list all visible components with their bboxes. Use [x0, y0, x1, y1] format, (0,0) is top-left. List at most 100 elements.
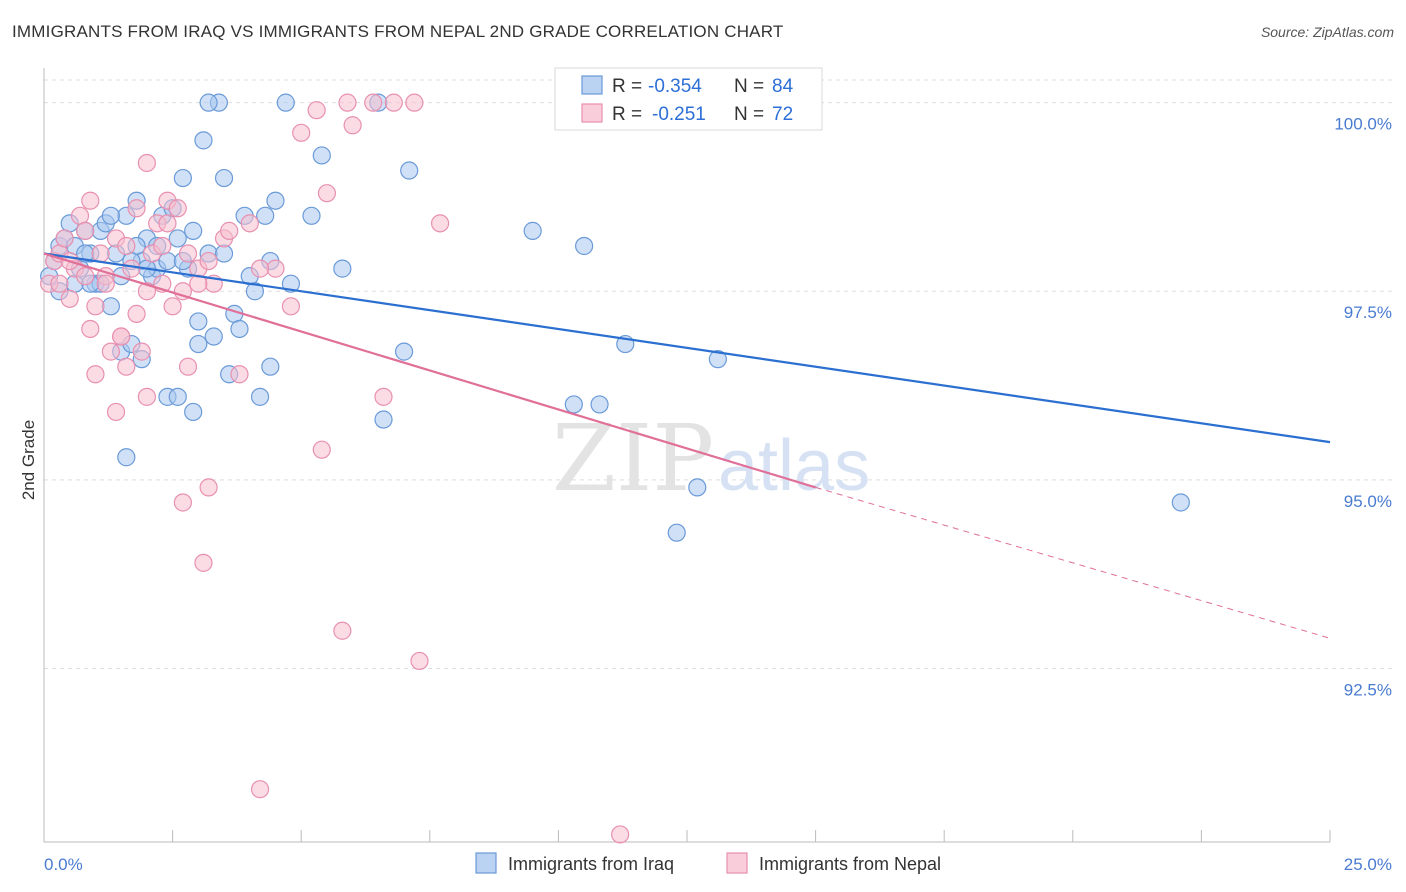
nepal-point — [86, 365, 105, 384]
iraq-point — [158, 251, 177, 271]
nepal-point — [173, 282, 192, 301]
nepal-point — [307, 101, 326, 120]
iraq-point — [214, 244, 234, 263]
source-credit: Source: ZipAtlas.com — [1260, 24, 1394, 40]
legend-iraq-n-value: 84 — [772, 76, 794, 97]
nepal-point — [266, 259, 285, 278]
bottom-legend: Immigrants from Iraq Immigrants from Nep… — [475, 852, 941, 874]
grid-layer: 100.0% 97.5% 95.0% 92.5% — [44, 79, 1392, 699]
iraq-point — [590, 395, 609, 414]
legend-iraq-n-label: N = — [734, 76, 764, 97]
nepal-point — [230, 365, 249, 384]
nepal-point — [81, 191, 100, 210]
points-layer — [40, 93, 1190, 844]
legend-nepal-n-label: N = — [734, 104, 764, 125]
nepal-point — [333, 621, 352, 640]
bottom-legend-iraq-swatch — [475, 852, 497, 874]
iraq-point — [184, 402, 203, 422]
nepal-point — [178, 244, 198, 263]
iraq-trend-line — [43, 252, 1331, 444]
nepal-point — [173, 493, 192, 512]
nepal-point — [430, 214, 450, 233]
nepal-point — [410, 651, 429, 671]
iraq-point — [230, 319, 249, 339]
iraq-point — [281, 274, 301, 293]
iraq-point — [168, 387, 187, 406]
nepal-point — [81, 319, 100, 339]
nepal-point — [250, 780, 270, 799]
nepal-point — [60, 289, 79, 308]
nepal-point — [106, 402, 126, 422]
iraq-point — [194, 131, 213, 150]
nepal-point — [168, 199, 187, 218]
iraq-point — [117, 448, 136, 467]
nepal-point — [96, 274, 115, 293]
iraq-point — [564, 395, 583, 414]
nepal-point — [338, 93, 357, 112]
trend-layer — [43, 252, 1331, 639]
iraq-point — [266, 191, 285, 210]
nepal-point — [343, 116, 362, 135]
iraq-point — [189, 312, 208, 331]
iraq-point — [688, 478, 707, 497]
nepal-point — [137, 387, 156, 406]
iraq-point — [394, 342, 414, 361]
iraq-point — [245, 282, 265, 301]
iraq-point — [400, 161, 419, 180]
x-tick-label-min: 0.0% — [44, 855, 83, 874]
legend-iraq-r-value: -0.354 — [648, 76, 702, 97]
iraq-point — [312, 146, 331, 165]
iraq-point — [667, 523, 686, 542]
iraq-point — [1171, 493, 1190, 512]
legend-nepal-r-value: -0.251 — [652, 104, 706, 125]
iraq-point — [214, 168, 234, 188]
nepal-point — [127, 304, 146, 323]
nepal-point — [292, 123, 311, 142]
y-axis-label: 2nd Grade — [19, 420, 38, 500]
iraq-point — [302, 206, 321, 225]
nepal-trend-extension — [815, 486, 1331, 639]
iraq-point — [204, 327, 223, 346]
iraq-point — [101, 206, 120, 225]
bottom-legend-nepal-label: Immigrants from Nepal — [759, 854, 941, 874]
iraq-point — [101, 297, 120, 316]
nepal-point — [117, 357, 136, 376]
legend-nepal-n-value: 72 — [772, 104, 793, 125]
nepal-point — [50, 274, 69, 293]
iraq-point — [168, 229, 187, 248]
iraq-point — [575, 236, 594, 256]
nepal-point — [76, 221, 95, 240]
nepal-point — [364, 93, 383, 112]
nepal-point — [281, 297, 301, 316]
bottom-legend-nepal-swatch — [726, 852, 748, 874]
iraq-point — [199, 93, 218, 112]
nepal-point — [163, 297, 182, 316]
iraq-point — [184, 221, 203, 240]
nepal-point — [117, 236, 136, 256]
nepal-point — [127, 199, 146, 218]
nepal-point — [55, 229, 74, 248]
nepal-point — [199, 478, 218, 497]
nepal-point — [240, 214, 259, 233]
nepal-point — [405, 93, 424, 112]
nepal-point — [122, 259, 141, 278]
nepal-point — [137, 153, 156, 173]
chart-title: IMMIGRANTS FROM IRAQ VS IMMIGRANTS FROM … — [12, 22, 784, 41]
legend-nepal-r-label: R = — [612, 104, 642, 125]
iraq-point — [173, 168, 192, 188]
iraq-point — [250, 387, 270, 406]
iraq-point — [256, 206, 275, 225]
iraq-point — [708, 350, 727, 369]
nepal-point — [384, 93, 403, 112]
axes-layer — [43, 68, 1331, 843]
bottom-legend-iraq-label: Immigrants from Iraq — [508, 854, 674, 874]
y-tick-label: 97.5% — [1344, 303, 1392, 322]
legend-nepal-swatch — [581, 103, 603, 123]
nepal-point — [153, 236, 172, 256]
y-tick-label: 100.0% — [1334, 115, 1392, 134]
nepal-point — [158, 214, 177, 233]
iraq-point — [333, 259, 352, 278]
y-tick-label: 95.0% — [1344, 492, 1392, 511]
legend-iraq-r-label: R = — [612, 76, 642, 97]
nepal-point — [86, 297, 105, 316]
